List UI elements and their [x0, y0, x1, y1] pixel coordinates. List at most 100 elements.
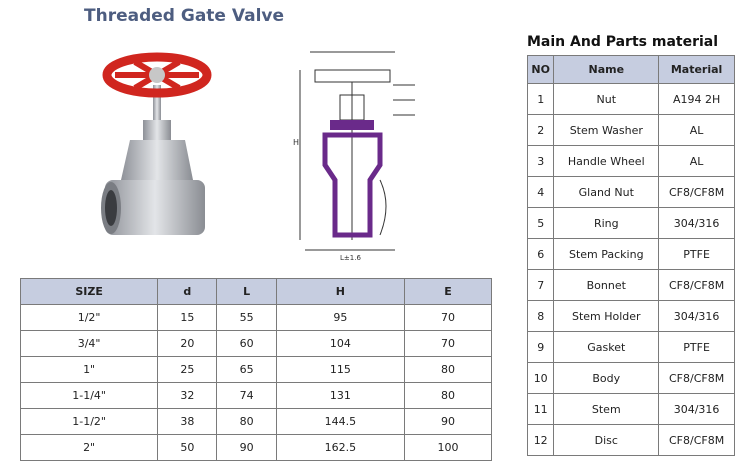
table-cell: 1-1/2" [19, 408, 159, 435]
table-cell: 50 [157, 434, 218, 461]
table-cell: 304/316 [658, 393, 735, 425]
table-cell: 2 [526, 114, 555, 146]
table-cell: 1" [19, 356, 159, 383]
table-row: 8 Stem Holder 304/316 [526, 300, 735, 332]
table-cell: Handle Wheel [553, 145, 660, 177]
table-cell: 90 [404, 408, 492, 435]
table-cell: Bonnet [553, 269, 660, 301]
table-row: 1 Nut A194 2H [526, 83, 735, 115]
drawing-label: L±1.6 [340, 254, 361, 262]
table-row: 4 Gland Nut CF8/CF8M [526, 176, 735, 208]
table-cell: Disc [553, 424, 660, 456]
table-cell: Stem [553, 393, 660, 425]
table-cell: 6 [526, 238, 555, 270]
table-row: 1" 25 65 115 80 [19, 356, 492, 383]
title: Threaded Gate Valve [84, 6, 285, 26]
header-cell: Material [658, 55, 735, 84]
header-cell: d [157, 278, 218, 305]
table-row: 1-1/4" 32 74 131 80 [19, 382, 492, 409]
table-cell: 20 [157, 330, 218, 357]
table-cell: AL [658, 145, 735, 177]
table-cell: Stem Washer [553, 114, 660, 146]
table-cell: 90 [216, 434, 277, 461]
table-row: 3 Handle Wheel AL [526, 145, 735, 177]
dimensions-table: SIZE d L H E 1/2" 15 55 95 70 3/4" 20 60 104 70 1" 25 65 1… [19, 278, 492, 461]
table-row: 10 Body CF8/CF8M [526, 362, 735, 394]
table-cell: Body [553, 362, 660, 394]
table-cell: A194 2H [658, 83, 735, 115]
table-cell: PTFE [658, 238, 735, 270]
parts-title: Main And Parts material [527, 34, 719, 50]
table-row: 1/2" 15 55 95 70 [19, 304, 492, 331]
table-cell: 304/316 [658, 300, 735, 332]
table-cell: 55 [216, 304, 277, 331]
table-cell: 80 [216, 408, 277, 435]
table-cell: 10 [526, 362, 555, 394]
header-row: SIZE d L H E [19, 278, 492, 305]
table-cell: 1 [526, 83, 555, 115]
table-cell: 70 [404, 330, 492, 357]
table-cell: CF8/CF8M [658, 269, 735, 301]
table-cell: Stem Holder [553, 300, 660, 332]
table-cell: 100 [404, 434, 492, 461]
table-row: 11 Stem 304/316 [526, 393, 735, 425]
table-row: 2" 50 90 162.5 100 [19, 434, 492, 461]
table-cell: Stem Packing [553, 238, 660, 270]
header-cell: Name [553, 55, 660, 84]
table-cell: 304/316 [658, 207, 735, 239]
table-cell: 12 [526, 424, 555, 456]
header-row: NO Name Material [526, 55, 735, 84]
table-cell: 80 [404, 382, 492, 409]
table-cell: 95 [275, 304, 406, 331]
table-cell: 1/2" [19, 304, 159, 331]
valve-photo [101, 52, 212, 235]
header-cell: L [216, 278, 277, 305]
table-cell: 144.5 [275, 408, 406, 435]
table-cell: Ring [553, 207, 660, 239]
technical-drawing: H L±1.6 [293, 51, 415, 262]
table-cell: 60 [216, 330, 277, 357]
header-cell: NO [526, 55, 555, 84]
table-cell: PTFE [658, 331, 735, 363]
table-row: 7 Bonnet CF8/CF8M [526, 269, 735, 301]
table-cell: 7 [526, 269, 555, 301]
table-row: 6 Stem Packing PTFE [526, 238, 735, 270]
parts-table: NO Name Material 1 Nut A194 2H 2 Stem Washer AL 3… [526, 55, 735, 456]
table-cell: 32 [157, 382, 218, 409]
table-cell: Nut [553, 83, 660, 115]
table-cell: 70 [404, 304, 492, 331]
table-row: 3/4" 20 60 104 70 [19, 330, 492, 357]
table-cell: 9 [526, 331, 555, 363]
table-cell: 115 [275, 356, 406, 383]
table-cell: 104 [275, 330, 406, 357]
table-cell: CF8/CF8M [658, 424, 735, 456]
table-cell: 25 [157, 356, 218, 383]
header-cell: SIZE [19, 278, 159, 305]
table-cell: 1-1/4" [19, 382, 159, 409]
table-cell: 74 [216, 382, 277, 409]
header-cell: H [275, 278, 406, 305]
table-cell: CF8/CF8M [658, 176, 735, 208]
header-cell: E [404, 278, 492, 305]
drawing-label: H [293, 138, 299, 147]
table-cell: AL [658, 114, 735, 146]
table-cell: 131 [275, 382, 406, 409]
table-row: 12 Disc CF8/CF8M [526, 424, 735, 456]
table-cell: 4 [526, 176, 555, 208]
table-cell: Gland Nut [553, 176, 660, 208]
table-cell: 38 [157, 408, 218, 435]
table-cell: 65 [216, 356, 277, 383]
table-row: 5 Ring 304/316 [526, 207, 735, 239]
table-cell: 5 [526, 207, 555, 239]
table-cell: 11 [526, 393, 555, 425]
table-row: 2 Stem Washer AL [526, 114, 735, 146]
table-cell: 15 [157, 304, 218, 331]
table-cell: 8 [526, 300, 555, 332]
table-cell: CF8/CF8M [658, 362, 735, 394]
table-cell: 2" [19, 434, 159, 461]
table-cell: 3 [526, 145, 555, 177]
table-cell: 3/4" [19, 330, 159, 357]
table-row: 9 Gasket PTFE [526, 331, 735, 363]
table-cell: 162.5 [275, 434, 406, 461]
